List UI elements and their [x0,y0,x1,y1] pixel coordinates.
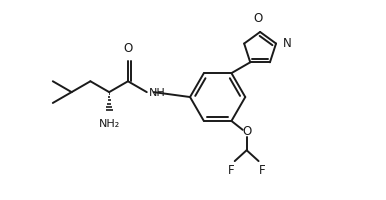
Text: NH: NH [149,88,166,98]
Text: O: O [242,125,251,138]
Text: N: N [283,37,292,50]
Text: F: F [259,164,266,177]
Text: O: O [124,42,133,55]
Text: O: O [254,12,263,25]
Text: F: F [227,164,234,177]
Text: NH₂: NH₂ [98,119,120,129]
